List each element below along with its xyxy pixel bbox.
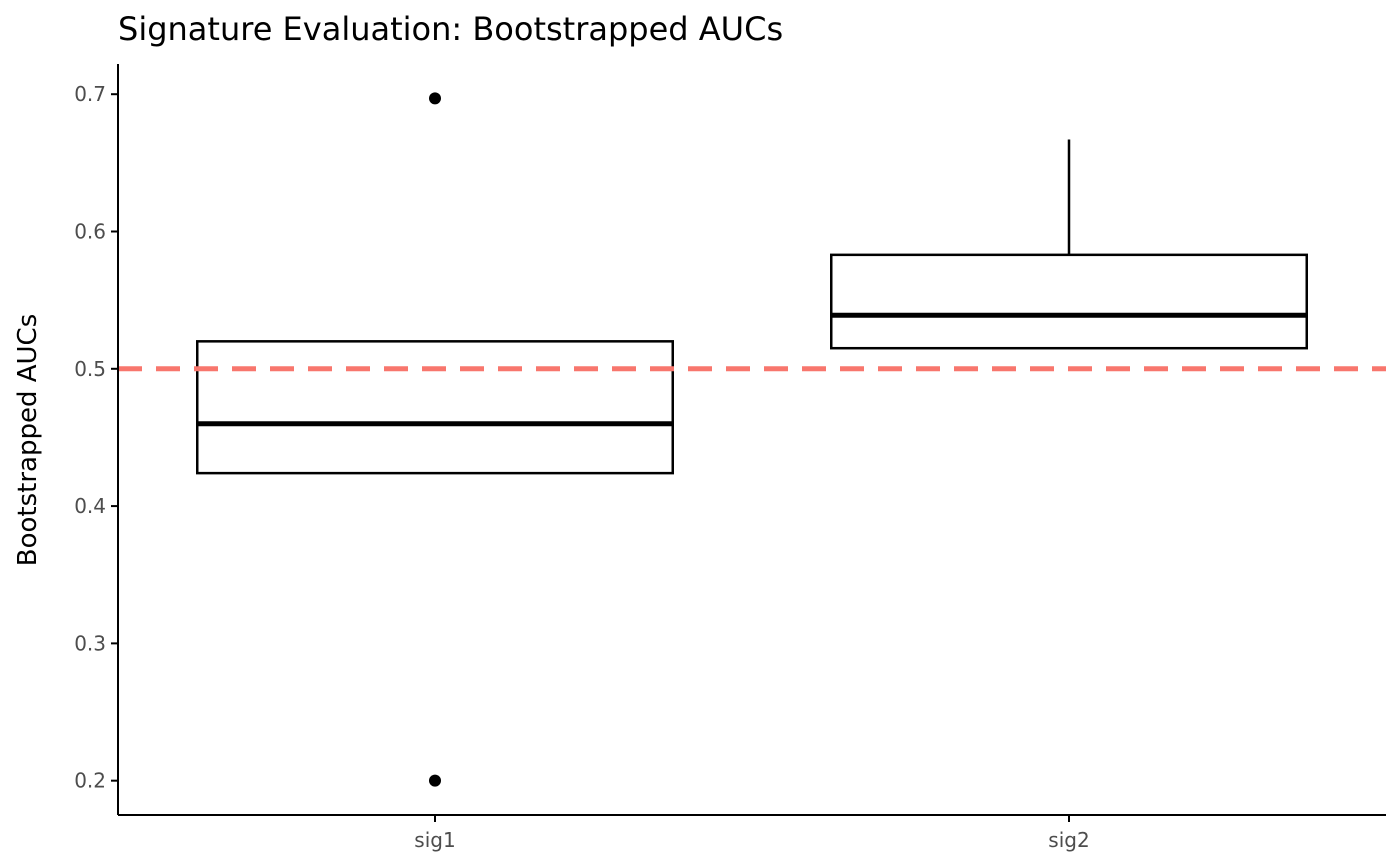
x-tick-label: sig2: [1048, 828, 1089, 852]
outlier-point: [429, 774, 441, 787]
y-tick-label: 0.2: [74, 769, 106, 793]
plot-area: 0.2 0.3 0.4 0.5 0.6 0.7 sig1 sig2: [74, 64, 1386, 852]
y-tick-label: 0.5: [74, 357, 106, 381]
y-tick-label: 0.3: [74, 631, 106, 655]
box-sig1: [196, 340, 674, 475]
y-tick-label: 0.7: [74, 82, 106, 106]
chart-title: Signature Evaluation: Bootstrapped AUCs: [118, 10, 783, 48]
y-axis-title: Bootstrapped AUCs: [13, 314, 43, 567]
outlier-point: [429, 92, 441, 105]
x-tick-label: sig1: [414, 828, 455, 852]
box-sig2: [830, 253, 1308, 350]
y-tick-label: 0.4: [74, 494, 106, 518]
y-tick-label: 0.6: [74, 219, 106, 243]
